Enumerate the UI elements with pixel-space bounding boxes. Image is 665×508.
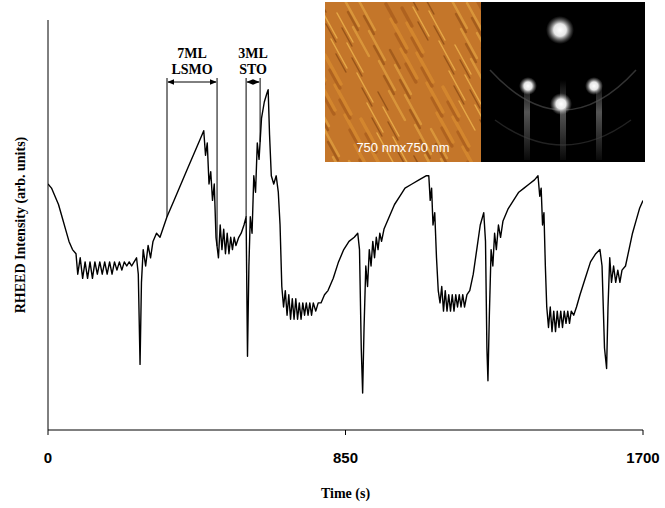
afm-texture	[449, 71, 465, 100]
afm-texture	[325, 55, 341, 84]
afm-texture	[331, 39, 347, 68]
afm-texture	[367, 103, 383, 132]
x-tick-label: 0	[44, 449, 52, 466]
afm-texture	[424, 2, 434, 14]
afm-texture	[359, 2, 375, 30]
x-tick	[345, 430, 346, 435]
afm-texture	[401, 49, 417, 78]
afm-texture	[405, 95, 421, 124]
afm-texture	[475, 105, 481, 134]
afm-texture	[390, 50, 400, 68]
annotation-arrow	[168, 82, 216, 83]
afm-texture	[325, 97, 329, 126]
afm-texture	[389, 91, 405, 120]
afm-texture	[439, 41, 455, 70]
afm-texture	[337, 13, 353, 42]
afm-texture	[427, 83, 443, 112]
afm-texture	[383, 107, 399, 136]
rheed-spot	[546, 16, 574, 44]
afm-texture	[357, 73, 373, 102]
chart: 0 850 1700 Time (s) RHEED Intensity (arb. un…	[0, 0, 665, 508]
rheed-streak	[560, 80, 566, 160]
afm-texture	[455, 45, 471, 74]
afm-texture	[325, 127, 339, 156]
x-tick	[643, 430, 644, 435]
afm-texture	[459, 101, 475, 130]
afm-texture	[463, 147, 479, 162]
afm-texture	[325, 2, 326, 12]
afm-texture	[379, 61, 395, 90]
x-tick	[48, 430, 49, 435]
afm-texture	[417, 53, 433, 82]
afm-texture	[413, 7, 429, 36]
x-axis-title: Time (s)	[321, 486, 370, 502]
annotation-text: STO	[239, 62, 267, 77]
annotation: 3MLSTO	[238, 46, 268, 217]
x-tick-label: 1700	[626, 449, 659, 466]
afm-texture	[408, 2, 418, 10]
afm-texture	[391, 19, 407, 48]
y-axis	[48, 20, 49, 430]
afm-texture	[443, 87, 459, 116]
afm-texture	[478, 2, 481, 20]
afm-texture	[395, 65, 411, 94]
afm-texture	[453, 117, 469, 146]
annotation-bound	[246, 78, 247, 217]
annotation-bound	[167, 78, 168, 217]
afm-texture	[325, 9, 337, 38]
afm-background	[325, 2, 481, 162]
annotation-bound	[217, 78, 218, 246]
rheed-spot	[550, 93, 572, 115]
annotation-bound	[260, 78, 261, 142]
afm-texture	[471, 59, 481, 88]
afm-texture	[465, 75, 481, 104]
afm-texture	[461, 29, 477, 58]
afm-texture	[402, 8, 412, 26]
afm-texture	[467, 3, 481, 32]
afm-texture	[429, 11, 445, 40]
rheed-spot	[585, 77, 603, 95]
afm-texture	[414, 156, 424, 162]
afm-texture	[347, 43, 363, 72]
annotation-arrow	[247, 82, 259, 83]
annotation: 7MLLSMO	[167, 46, 217, 246]
afm-texture	[477, 33, 481, 62]
afm-inset	[325, 2, 481, 162]
afm-texture	[378, 92, 388, 110]
afm-texture	[349, 161, 365, 162]
annotation-text: 3ML	[238, 46, 268, 61]
afm-texture	[353, 27, 369, 56]
annotation-text: LSMO	[171, 62, 212, 77]
rheed-inset	[481, 2, 645, 162]
x-tick-label: 850	[333, 449, 358, 466]
afm-texture	[369, 31, 385, 60]
afm-scale-label: 750 nmx750 nm	[356, 140, 449, 155]
afm-texture	[425, 155, 441, 162]
afm-texture	[451, 2, 467, 28]
rheed-spot	[519, 77, 537, 95]
afm-texture	[480, 120, 481, 138]
rheed-background	[481, 2, 645, 162]
afm-texture	[343, 2, 359, 26]
afm-texture	[437, 113, 453, 142]
annotation-text: 7ML	[177, 46, 207, 61]
afm-texture	[386, 4, 396, 22]
rheed-arc	[495, 120, 631, 145]
afm-texture	[407, 23, 423, 52]
afm-texture	[335, 85, 351, 114]
y-axis-title: RHEED Intensity (arb. units)	[13, 136, 29, 313]
